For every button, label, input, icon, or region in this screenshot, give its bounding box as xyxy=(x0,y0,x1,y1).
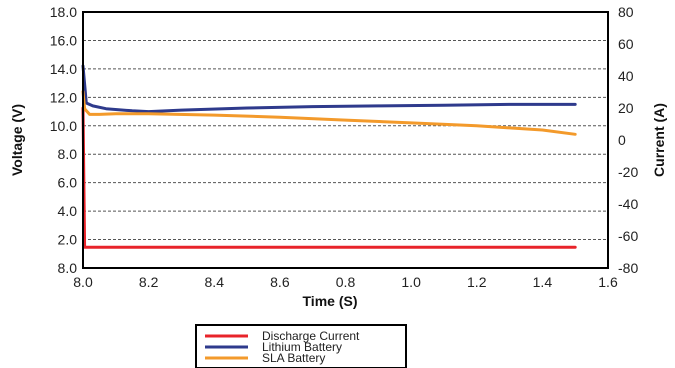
y-tick-label: 10.0 xyxy=(50,118,77,134)
y-tick-label: 8.0 xyxy=(58,260,78,276)
y2-axis-title: Current (A) xyxy=(651,103,667,177)
y2-tick-label: -60 xyxy=(618,228,638,244)
x-tick-label: 8.4 xyxy=(205,274,225,290)
x-axis-title: Time (S) xyxy=(303,293,358,309)
y2-tick-label: -20 xyxy=(618,164,638,180)
x-tick-label: 8.6 xyxy=(270,274,290,290)
y2-tick-labels: -80 -60 -40 -20 0 20 40 60 80 xyxy=(618,4,638,276)
y-tick-label: 8.0 xyxy=(58,146,78,162)
series-line-discharge-current xyxy=(81,106,577,249)
y2-tick-label: 60 xyxy=(618,36,634,52)
y-tick-labels: 8.0 2.0 4.0 6.0 8.0 10.0 12.0 14.0 16.0 18.0 xyxy=(50,4,77,276)
series-line-sla-battery xyxy=(81,90,577,136)
y2-tick-label: 40 xyxy=(618,68,634,84)
y-tick-label: 6.0 xyxy=(58,175,78,191)
x-tick-labels: 8.0 8.2 8.4 8.6 0.8 1.0 1.2 1.4 1.6 xyxy=(73,274,618,290)
y-tick-label: 18.0 xyxy=(50,4,77,20)
legend-label: Lithium Battery xyxy=(262,340,342,354)
x-tick-label: 8.2 xyxy=(139,274,159,290)
x-tick-label: 1.2 xyxy=(467,274,487,290)
series-lines xyxy=(81,64,577,249)
y-tick-label: 4.0 xyxy=(58,203,78,219)
y-tick-label: 16.0 xyxy=(50,32,77,48)
legend-label: SLA Battery xyxy=(262,351,325,365)
grid-lines xyxy=(83,39,608,241)
series-line-lithium-battery xyxy=(81,64,577,114)
x-tick-label: 0.8 xyxy=(336,274,356,290)
x-tick-label: 1.4 xyxy=(533,274,553,290)
y2-tick-label: -40 xyxy=(618,196,638,212)
x-tick-label: 1.0 xyxy=(401,274,421,290)
y2-tick-label: 0 xyxy=(618,132,626,148)
y-tick-label: 2.0 xyxy=(58,232,78,248)
x-tick-label: 1.6 xyxy=(598,274,618,290)
x-tick-label: 8.0 xyxy=(73,274,93,290)
y2-tick-label: 80 xyxy=(618,4,634,20)
y2-tick-label: -80 xyxy=(618,260,638,276)
y2-tick-label: 20 xyxy=(618,100,634,116)
y-tick-label: 14.0 xyxy=(50,61,77,77)
y-tick-label: 12.0 xyxy=(50,89,77,105)
y-axis-title: Voltage (V) xyxy=(9,104,25,176)
legend-label: Discharge Current xyxy=(262,329,360,343)
plot-frame xyxy=(82,11,609,269)
